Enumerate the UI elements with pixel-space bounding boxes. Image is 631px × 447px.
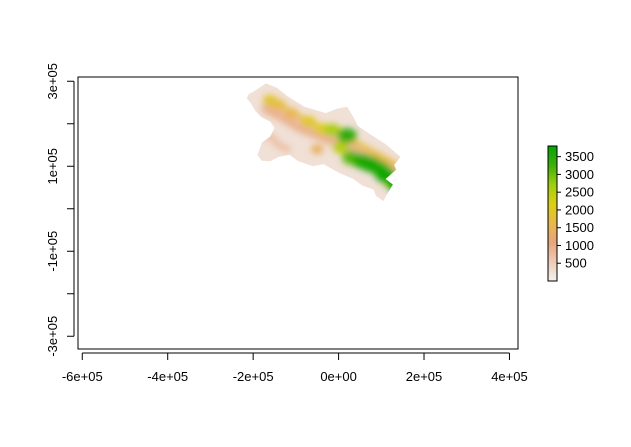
elevation-peak [301, 115, 317, 128]
x-tick-label: 4e+05 [491, 369, 528, 384]
legend-colorbar [547, 145, 558, 282]
elevation-peak [387, 177, 401, 194]
raster-layer [246, 83, 401, 202]
y-tick-label: 1e+05 [45, 148, 60, 185]
elevation-peak [284, 108, 299, 119]
x-tick-label: -2e+05 [233, 369, 274, 384]
elevation-peak [323, 123, 341, 137]
x-tick-label: 0e+00 [320, 369, 357, 384]
elevation-peak [310, 144, 324, 155]
y-tick-label: 3e+05 [45, 63, 60, 100]
elevation-peak [337, 128, 357, 144]
x-tick-label: -6e+05 [62, 369, 103, 384]
legend-tick-label: 2000 [565, 202, 594, 217]
legend-tick-label: 1500 [565, 220, 594, 235]
elevation-peak [263, 94, 278, 106]
x-tick-label: -4e+05 [147, 369, 188, 384]
elevation-peak [332, 140, 349, 154]
legend-tick-label: 2500 [565, 185, 594, 200]
x-tick-label: 2e+05 [406, 369, 443, 384]
legend-tick-label: 1000 [565, 238, 594, 253]
elevation-peak [360, 156, 381, 172]
plot-frame [77, 76, 519, 350]
y-axis: 3e+05 1e+05 -1e+05 -3e+05 [45, 63, 75, 357]
x-axis: -6e+05 -4e+05 -2e+05 0e+00 2e+05 4e+05 [62, 352, 528, 384]
elevation-layer [254, 94, 401, 194]
y-tick-label: -1e+05 [45, 231, 60, 272]
legend-tick-label: 500 [565, 256, 587, 271]
elevation-peak [375, 166, 396, 183]
legend-tick-label: 3000 [565, 167, 594, 182]
legend-tick-label: 3500 [565, 149, 594, 164]
y-tick-label: -3e+05 [45, 316, 60, 357]
legend-ticks: 500 1000 1500 2000 2500 3000 3500 [557, 149, 594, 271]
color-legend: 500 1000 1500 2000 2500 3000 3500 [547, 145, 594, 282]
